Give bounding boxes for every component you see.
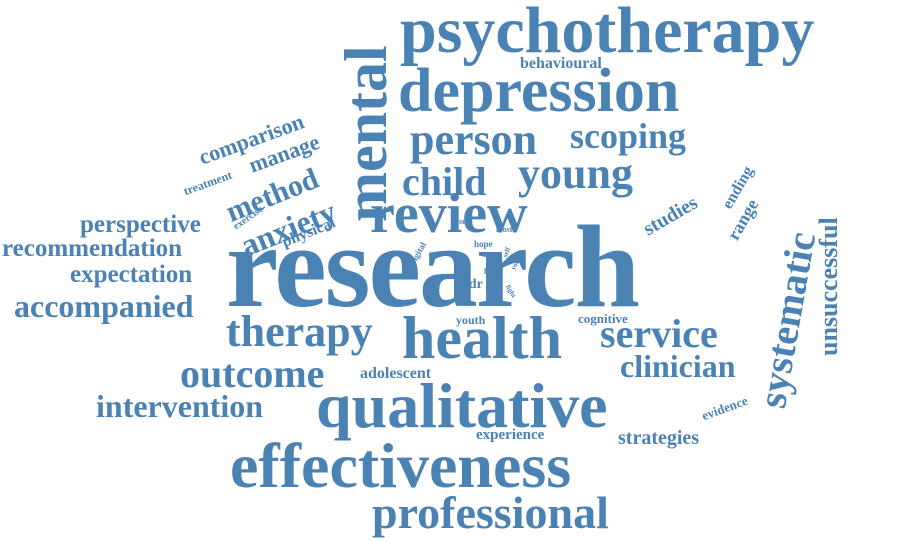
word-systematic: systematic: [749, 228, 825, 412]
word-professional: professional: [372, 487, 609, 538]
word-most: most: [496, 225, 513, 234]
word-youth: youth: [456, 313, 486, 327]
word-intervention: intervention: [96, 388, 264, 424]
word-research: research: [226, 201, 640, 332]
word-therapy: therapy: [226, 307, 373, 356]
word-expectation: expectation: [70, 261, 193, 288]
word-result: result: [452, 217, 472, 226]
word-hard: hard: [484, 267, 501, 276]
word-studies: studies: [639, 191, 702, 241]
word-treatment: treatment: [181, 167, 234, 199]
word-unsuccessful: unsuccessful: [814, 217, 843, 356]
word-hope: hope: [474, 239, 493, 249]
word-effectiveness: effectiveness: [230, 430, 572, 501]
word-child: child: [402, 159, 487, 204]
word-addr: addr: [454, 277, 483, 292]
word-service: service: [600, 311, 718, 356]
word-young: young: [518, 149, 633, 198]
word-depression: depression: [398, 57, 680, 125]
word-psychotherapy: psychotherapy: [400, 0, 815, 67]
word-scoping: scoping: [570, 116, 687, 156]
word-outcome: outcome: [180, 351, 325, 396]
word-adolescent: adolescent: [360, 365, 432, 382]
word-qualitative: qualitative: [316, 370, 608, 441]
word-cognitive: cognitive: [578, 311, 628, 326]
word-accompanied: accompanied: [14, 288, 194, 324]
word-person: person: [410, 115, 538, 164]
word-health: health: [402, 305, 563, 371]
word-evidence: evidence: [699, 392, 750, 424]
word-review: review: [370, 183, 528, 245]
word-experience: experience: [476, 427, 545, 443]
word-recommendation: recommendation: [2, 235, 183, 262]
word-clinician: clinician: [620, 348, 736, 384]
word-behavioural: behavioural: [520, 55, 602, 72]
word-strategies: strategies: [618, 427, 700, 449]
word-perspective: perspective: [80, 211, 201, 238]
